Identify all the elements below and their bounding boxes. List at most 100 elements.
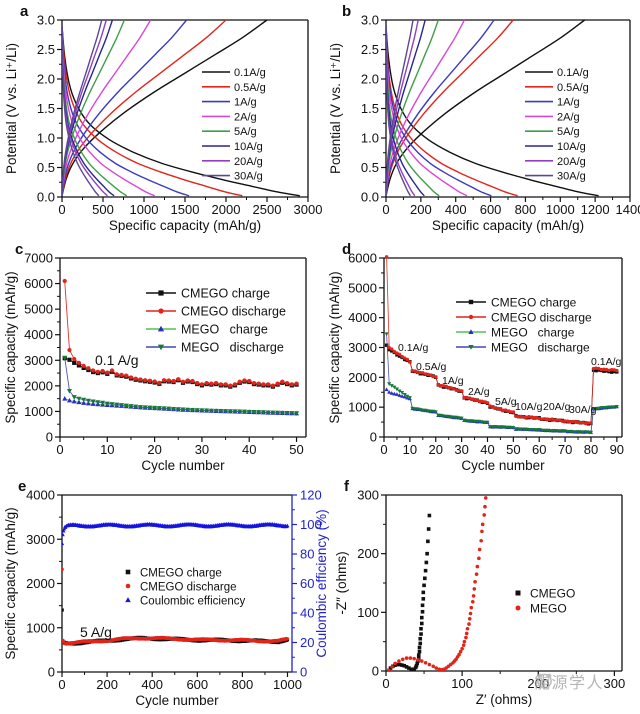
svg-text:3000: 3000: [294, 202, 323, 217]
curve-30A/g: [62, 19, 103, 197]
svg-text:30A/g: 30A/g: [234, 171, 263, 183]
svg-text:3000: 3000: [348, 340, 377, 355]
svg-text:20: 20: [429, 442, 443, 457]
panel-letter-f: f: [344, 478, 349, 495]
svg-text:1A/g: 1A/g: [557, 97, 580, 109]
svg-text:1200: 1200: [581, 202, 610, 217]
curve-0.1A/g: [386, 19, 599, 197]
svg-text:1.5: 1.5: [37, 101, 55, 116]
svg-text:5A/g: 5A/g: [234, 126, 257, 138]
panel-letter-b: b: [342, 3, 352, 20]
svg-text:600: 600: [480, 202, 502, 217]
svg-text:50: 50: [506, 442, 520, 457]
svg-text:CMEGO discharge: CMEGO discharge: [181, 305, 286, 319]
svg-text:1000: 1000: [24, 404, 53, 419]
panel-letter-c: c: [15, 241, 24, 258]
svg-text:300: 300: [357, 488, 379, 503]
svg-text:3.0: 3.0: [361, 13, 379, 28]
svg-text:0: 0: [56, 442, 63, 457]
svg-text:2.0: 2.0: [361, 72, 379, 87]
svg-text:10A/g: 10A/g: [515, 401, 543, 413]
svg-text:400: 400: [141, 677, 163, 692]
svg-text:0: 0: [58, 677, 65, 692]
svg-text:Specific capacity (mAh/g): Specific capacity (mAh/g): [3, 271, 18, 423]
series-group-d: [384, 255, 619, 435]
svg-text:1A/g: 1A/g: [442, 375, 464, 387]
svg-text:100: 100: [451, 676, 473, 691]
svg-text:0.1A/g: 0.1A/g: [591, 356, 622, 368]
svg-text:3.0: 3.0: [37, 13, 55, 28]
svg-text:Potential (V vs. Li⁺/Li): Potential (V vs. Li⁺/Li): [4, 43, 19, 174]
svg-text:-Z″ (ohms): -Z″ (ohms): [334, 551, 349, 614]
svg-text:Coulombic efficiency (%): Coulombic efficiency (%): [314, 509, 329, 657]
svg-text:200: 200: [96, 677, 118, 692]
svg-text:5A/g: 5A/g: [495, 396, 517, 408]
axes-e: 0 200 400 600 800 100001000200030004000020406…: [3, 488, 329, 709]
legend-b: 0.1A/g 0.5A/g 1A/g 2A/g 5A/g 10A/g 20A/g 30A/g: [525, 67, 589, 183]
svg-text:0: 0: [382, 676, 389, 691]
svg-text:2500: 2500: [253, 202, 282, 217]
svg-text:0: 0: [48, 665, 55, 680]
svg-text:1000: 1000: [26, 620, 55, 635]
svg-text:0: 0: [382, 202, 389, 217]
svg-text:20A/g: 20A/g: [543, 401, 571, 413]
svg-text:0: 0: [58, 202, 65, 217]
svg-text:Specific capacity (mAh/g): Specific capacity (mAh/g): [109, 218, 261, 233]
svg-text:100: 100: [357, 605, 379, 620]
svg-text:0.0: 0.0: [361, 190, 379, 205]
svg-text:100: 100: [300, 517, 322, 532]
svg-text:CMEGO charge: CMEGO charge: [140, 568, 222, 580]
svg-text:2A/g: 2A/g: [468, 386, 490, 398]
svg-text:5A/g: 5A/g: [557, 126, 580, 138]
svg-text:0.5A/g: 0.5A/g: [234, 82, 266, 94]
svg-text:500: 500: [92, 202, 114, 217]
curve-0.5A/g: [386, 19, 518, 197]
svg-text:1000: 1000: [546, 202, 575, 217]
panel-letter-d: d: [342, 241, 352, 258]
svg-text:1000: 1000: [273, 677, 302, 692]
series-CMEGO discharge: [384, 255, 619, 426]
svg-text:0.1 A/g: 0.1 A/g: [95, 352, 139, 368]
svg-text:Cycle number: Cycle number: [135, 693, 219, 708]
series-MEGO: [387, 496, 488, 671]
panel-letter-a: a: [20, 3, 29, 20]
svg-text:MEGO discharge: MEGO discharge: [491, 341, 590, 355]
series-group-a: [62, 19, 300, 197]
series-MEGO discharge: [384, 332, 619, 435]
curve-1A/g: [62, 19, 190, 197]
svg-text:20A/g: 20A/g: [557, 156, 586, 168]
svg-text:0.0: 0.0: [37, 190, 55, 205]
svg-text:6000: 6000: [348, 251, 377, 266]
svg-text:MEGO charge: MEGO charge: [491, 326, 575, 340]
panel-a-chart: 0 500 1000 1500 2000 2500 3000 0.0 0.5 1.0 1.5 2.0 2…: [4, 13, 323, 234]
svg-text:200: 200: [410, 202, 432, 217]
watermark: 能源学人: [534, 669, 604, 693]
svg-text:0: 0: [380, 442, 387, 457]
svg-text:1000: 1000: [130, 202, 159, 217]
svg-text:0.1A/g: 0.1A/g: [557, 67, 589, 79]
svg-text:4000: 4000: [26, 488, 55, 503]
svg-text:1000: 1000: [348, 400, 377, 415]
svg-text:CMEGO discharge: CMEGO discharge: [140, 582, 237, 594]
panel-letter-e: e: [18, 478, 27, 495]
svg-text:0: 0: [370, 430, 377, 445]
svg-text:Specific capacity (mAh/g): Specific capacity (mAh/g): [3, 507, 18, 659]
svg-text:90: 90: [610, 442, 624, 457]
svg-text:2A/g: 2A/g: [234, 111, 257, 123]
axes-d: 0 10 20 30 40 50 60 70 80 90 0 1000 2000 3000 4000 5000…: [327, 251, 624, 474]
svg-text:2.5: 2.5: [361, 42, 379, 57]
svg-text:5000: 5000: [348, 280, 377, 295]
svg-text:0.5: 0.5: [37, 160, 55, 175]
series-group-e: [62, 521, 290, 646]
svg-text:2000: 2000: [212, 202, 241, 217]
svg-text:2000: 2000: [24, 378, 53, 393]
svg-text:3000: 3000: [26, 532, 55, 547]
panel-d-chart: 0 10 20 30 40 50 60 70 80 90 0 1000 2000 3000 4000 5000…: [327, 251, 624, 474]
svg-text:2A/g: 2A/g: [557, 111, 580, 123]
